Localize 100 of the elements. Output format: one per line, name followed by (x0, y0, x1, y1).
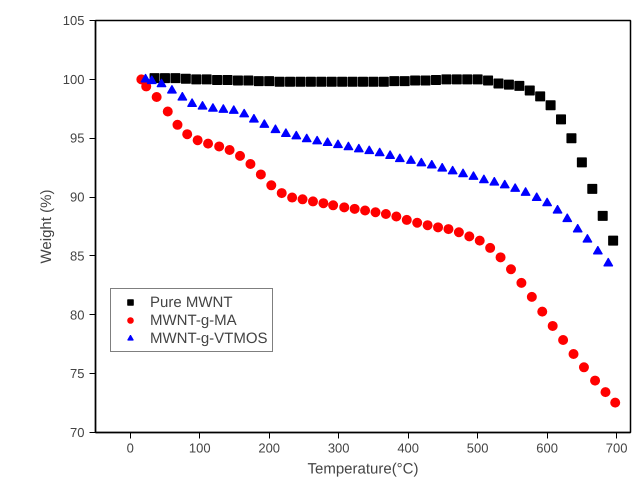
point (420, 76, 431, 86)
y-tick-label: 100 (62, 72, 85, 87)
point (243, 76, 254, 86)
y-axis-title: Weight (%) (38, 190, 55, 264)
point (410, 76, 420, 86)
point (600, 387, 610, 398)
point (328, 200, 338, 210)
x-tick-label: 700 (606, 440, 628, 456)
point (556, 114, 566, 124)
point (506, 264, 516, 274)
y-tick-label: 85 (70, 248, 85, 264)
point (430, 74, 441, 85)
point (426, 160, 437, 169)
point (590, 376, 600, 386)
point (391, 212, 402, 222)
point (146, 75, 157, 84)
point (537, 306, 548, 317)
point (354, 144, 364, 152)
point (228, 105, 239, 114)
point (232, 76, 243, 86)
point (514, 80, 524, 91)
point (552, 204, 563, 214)
point (524, 86, 535, 96)
point (516, 278, 526, 288)
point (162, 106, 173, 116)
point (298, 194, 308, 204)
point (433, 222, 444, 232)
point (496, 252, 506, 262)
point (437, 162, 448, 172)
point (192, 135, 203, 146)
point (306, 76, 316, 87)
point (608, 236, 618, 246)
point (464, 231, 474, 242)
point (264, 76, 274, 86)
point (170, 73, 180, 84)
y-tick-label: 80 (70, 307, 85, 322)
point (343, 141, 354, 150)
point (441, 74, 452, 84)
x-tick-label: 300 (328, 440, 350, 456)
point (358, 76, 368, 87)
point (187, 98, 198, 107)
legend-label: MWNT-g-MA (150, 311, 237, 329)
point (389, 76, 400, 86)
point (245, 159, 256, 169)
point (448, 166, 458, 174)
x-tick-label: 500 (466, 440, 488, 456)
point (558, 334, 568, 345)
point (370, 207, 381, 218)
point (208, 102, 218, 112)
point (443, 224, 454, 234)
point (364, 145, 374, 154)
point (385, 150, 396, 159)
point (191, 74, 202, 84)
x-tick-label: 200 (258, 440, 280, 456)
point (520, 187, 531, 196)
point (202, 74, 212, 84)
legend-label: MWNT-g-VTMOS (150, 329, 268, 347)
point (274, 76, 285, 87)
point (316, 76, 326, 87)
point (276, 188, 287, 198)
x-tick-label: 600 (536, 440, 558, 456)
legend-label: Pure MWNT (150, 293, 232, 311)
point (214, 141, 224, 152)
point (406, 155, 416, 164)
point (222, 74, 233, 85)
point (394, 153, 405, 162)
point (348, 76, 358, 87)
point (603, 258, 614, 266)
point (285, 76, 296, 87)
point (360, 206, 370, 216)
point (546, 100, 556, 110)
point (295, 76, 306, 87)
point (172, 120, 182, 130)
point (239, 108, 250, 118)
point (312, 136, 322, 144)
point (454, 227, 464, 238)
point (152, 92, 162, 102)
point (532, 192, 542, 201)
point (493, 78, 504, 88)
point (318, 198, 328, 208)
point (568, 348, 579, 359)
point (500, 180, 510, 188)
point (140, 74, 151, 82)
x-tick-label: 400 (397, 440, 420, 456)
point (542, 197, 552, 206)
point (402, 214, 412, 225)
point (337, 76, 348, 87)
point (572, 224, 583, 233)
point (339, 202, 350, 212)
point (380, 209, 391, 220)
point (280, 128, 291, 137)
point (400, 76, 410, 86)
point (218, 104, 228, 113)
point (256, 169, 266, 180)
point (478, 174, 489, 184)
point (562, 213, 572, 222)
point (468, 171, 478, 180)
point (291, 130, 302, 140)
point (610, 398, 620, 408)
point (368, 76, 378, 87)
